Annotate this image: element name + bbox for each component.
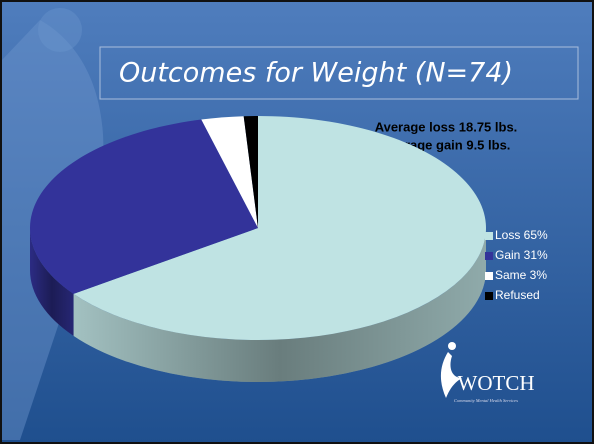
legend-label: Refused [495, 288, 540, 302]
swoosh-head [38, 8, 82, 52]
logo-tagline: Community Mental Health Services [454, 398, 518, 403]
legend-label: Gain 31% [495, 248, 548, 262]
slice [73, 116, 486, 340]
logo: WOTCH Community Mental Health Services [440, 342, 535, 403]
slice [243, 116, 258, 228]
slice [30, 119, 259, 294]
slice-shade [30, 228, 74, 336]
slice-shade [73, 228, 486, 383]
logo-figure [440, 352, 462, 398]
legend-swatch [485, 252, 493, 260]
annotation: Average loss 18.75 lbs. [375, 119, 518, 134]
chart-title: Outcomes for Weight (N=74) [119, 58, 513, 89]
legend-swatch [485, 272, 493, 280]
title-box [99, 46, 579, 100]
legend-swatch [485, 232, 493, 240]
legend-swatch [485, 292, 493, 300]
legend-label: Loss 65% [495, 228, 548, 242]
legend-label: Same 3% [495, 268, 547, 282]
logo-name: WOTCH [458, 371, 535, 395]
logo-head [448, 342, 456, 350]
slice [201, 116, 258, 228]
